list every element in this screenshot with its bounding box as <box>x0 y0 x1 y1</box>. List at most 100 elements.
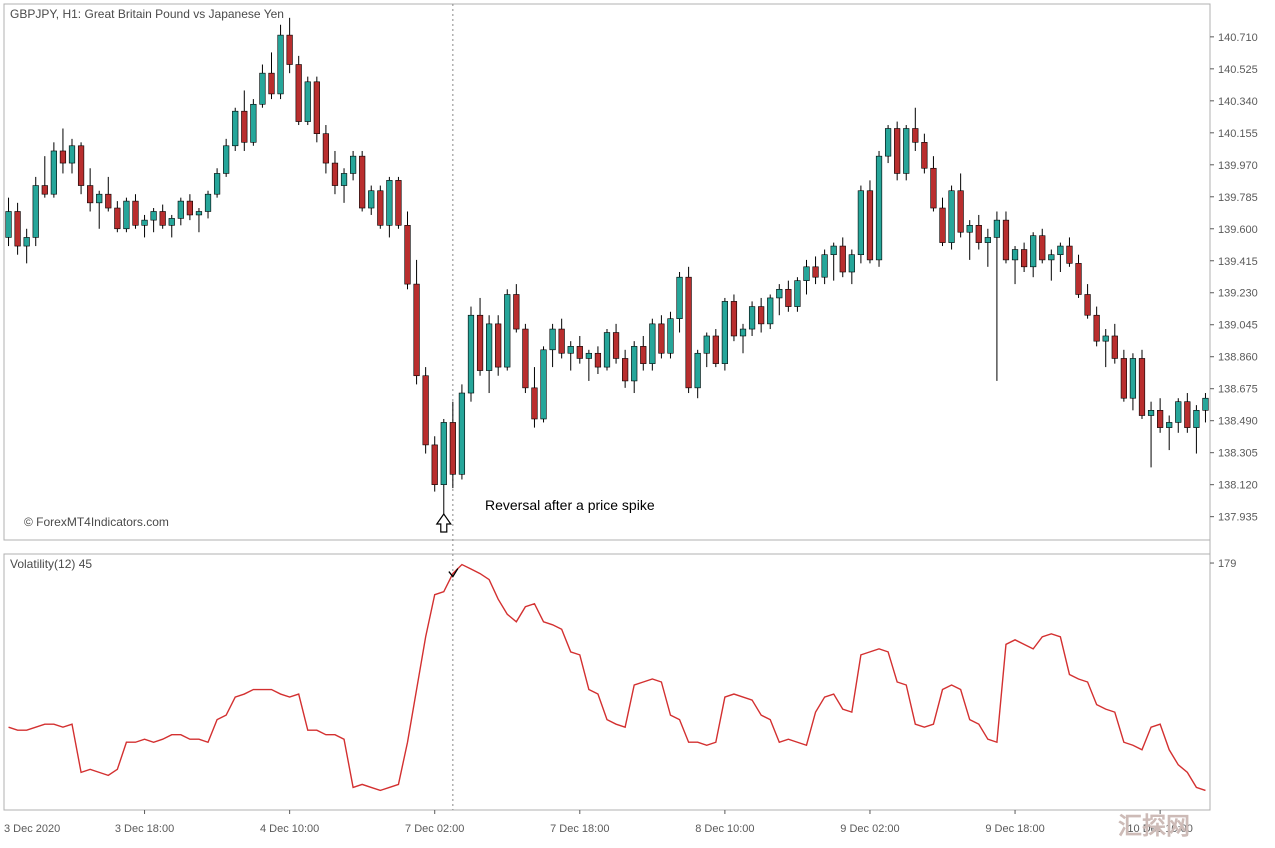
y-tick-label: 140.710 <box>1218 32 1258 44</box>
candle <box>1166 422 1172 427</box>
candle <box>813 267 819 277</box>
candle <box>640 346 646 363</box>
x-tick-label: 7 Dec 18:00 <box>550 823 609 835</box>
candle <box>586 353 592 358</box>
chart-svg[interactable]: 140.710140.525140.340140.155139.970139.7… <box>0 0 1275 848</box>
watermark: 汇探网 <box>1118 813 1190 840</box>
candle <box>1103 336 1109 341</box>
candle <box>341 173 347 185</box>
candle <box>967 225 973 232</box>
candle <box>459 393 465 474</box>
candle <box>96 194 102 203</box>
candle <box>550 329 556 350</box>
candle <box>650 324 656 364</box>
candle <box>1003 220 1009 260</box>
candle <box>1030 236 1036 267</box>
chart-container: 140.710140.525140.340140.155139.970139.7… <box>0 0 1275 848</box>
candle <box>767 298 773 324</box>
x-tick-label: 9 Dec 18:00 <box>985 823 1044 835</box>
candle <box>613 333 619 359</box>
candle <box>858 191 864 255</box>
y-tick-label: 138.675 <box>1218 384 1258 396</box>
candle <box>278 35 284 94</box>
candle <box>251 104 257 142</box>
candle <box>940 208 946 243</box>
y-tick-label: 139.600 <box>1218 224 1258 236</box>
candle <box>1067 246 1073 263</box>
candle <box>659 324 665 353</box>
candle <box>722 301 728 363</box>
candle <box>849 255 855 272</box>
candle <box>804 267 810 281</box>
candle <box>559 329 565 353</box>
candle <box>1112 336 1118 358</box>
y-tick-label: 139.970 <box>1218 160 1258 172</box>
candle <box>169 218 175 225</box>
sub-chart-title: Volatility(12) 45 <box>10 557 92 571</box>
candle <box>604 333 610 368</box>
candle <box>931 168 937 208</box>
x-tick-label: 3 Dec 2020 <box>4 823 60 835</box>
x-tick-label: 3 Dec 18:00 <box>115 823 174 835</box>
candle <box>241 111 247 142</box>
candle <box>432 445 438 485</box>
candle <box>631 346 637 381</box>
candle <box>903 128 909 173</box>
candle <box>187 201 193 215</box>
candle <box>441 422 447 484</box>
y-tick-label: 140.155 <box>1218 128 1258 140</box>
candle <box>894 128 900 173</box>
x-tick-label: 4 Dec 10:00 <box>260 823 319 835</box>
y-tick-label: 179 <box>1218 558 1236 570</box>
candle <box>1076 263 1082 294</box>
candle <box>368 191 374 208</box>
candle <box>1012 250 1018 260</box>
candle <box>1139 358 1145 415</box>
candle <box>260 73 266 104</box>
candle <box>6 211 12 237</box>
candle <box>350 156 356 173</box>
candle <box>713 336 719 364</box>
candle <box>60 151 66 163</box>
candle <box>69 146 75 163</box>
candle <box>677 277 683 318</box>
candle <box>1203 398 1209 410</box>
candle <box>795 281 801 307</box>
y-tick-label: 138.860 <box>1218 352 1258 364</box>
candle <box>450 422 456 474</box>
candle <box>622 358 628 380</box>
y-tick-label: 138.490 <box>1218 416 1258 428</box>
candle <box>1148 410 1154 415</box>
candle <box>115 208 121 229</box>
candle <box>740 329 746 336</box>
candle <box>1021 250 1027 267</box>
candle <box>1039 236 1045 260</box>
candle <box>885 128 891 156</box>
annotation-label: Reversal after a price spike <box>485 497 655 513</box>
candle <box>994 220 1000 237</box>
candle <box>668 319 674 354</box>
candle <box>105 194 111 208</box>
candle <box>332 163 338 185</box>
candle <box>142 220 148 225</box>
candle <box>51 151 57 194</box>
candle <box>486 324 492 371</box>
candle <box>831 246 837 255</box>
candle <box>232 111 238 146</box>
y-tick-label: 137.935 <box>1218 512 1258 524</box>
candle <box>359 156 365 208</box>
candle <box>296 65 302 122</box>
candle <box>949 191 955 243</box>
candle <box>377 191 383 226</box>
candle <box>223 146 229 174</box>
y-tick-label: 140.340 <box>1218 96 1258 108</box>
candle <box>1058 246 1064 255</box>
candle <box>867 191 873 260</box>
candle <box>396 180 402 225</box>
candle <box>323 134 329 163</box>
candle <box>477 315 483 370</box>
y-tick-label: 138.120 <box>1218 480 1258 492</box>
candle <box>205 194 211 211</box>
candle <box>704 336 710 353</box>
candle <box>287 35 293 64</box>
